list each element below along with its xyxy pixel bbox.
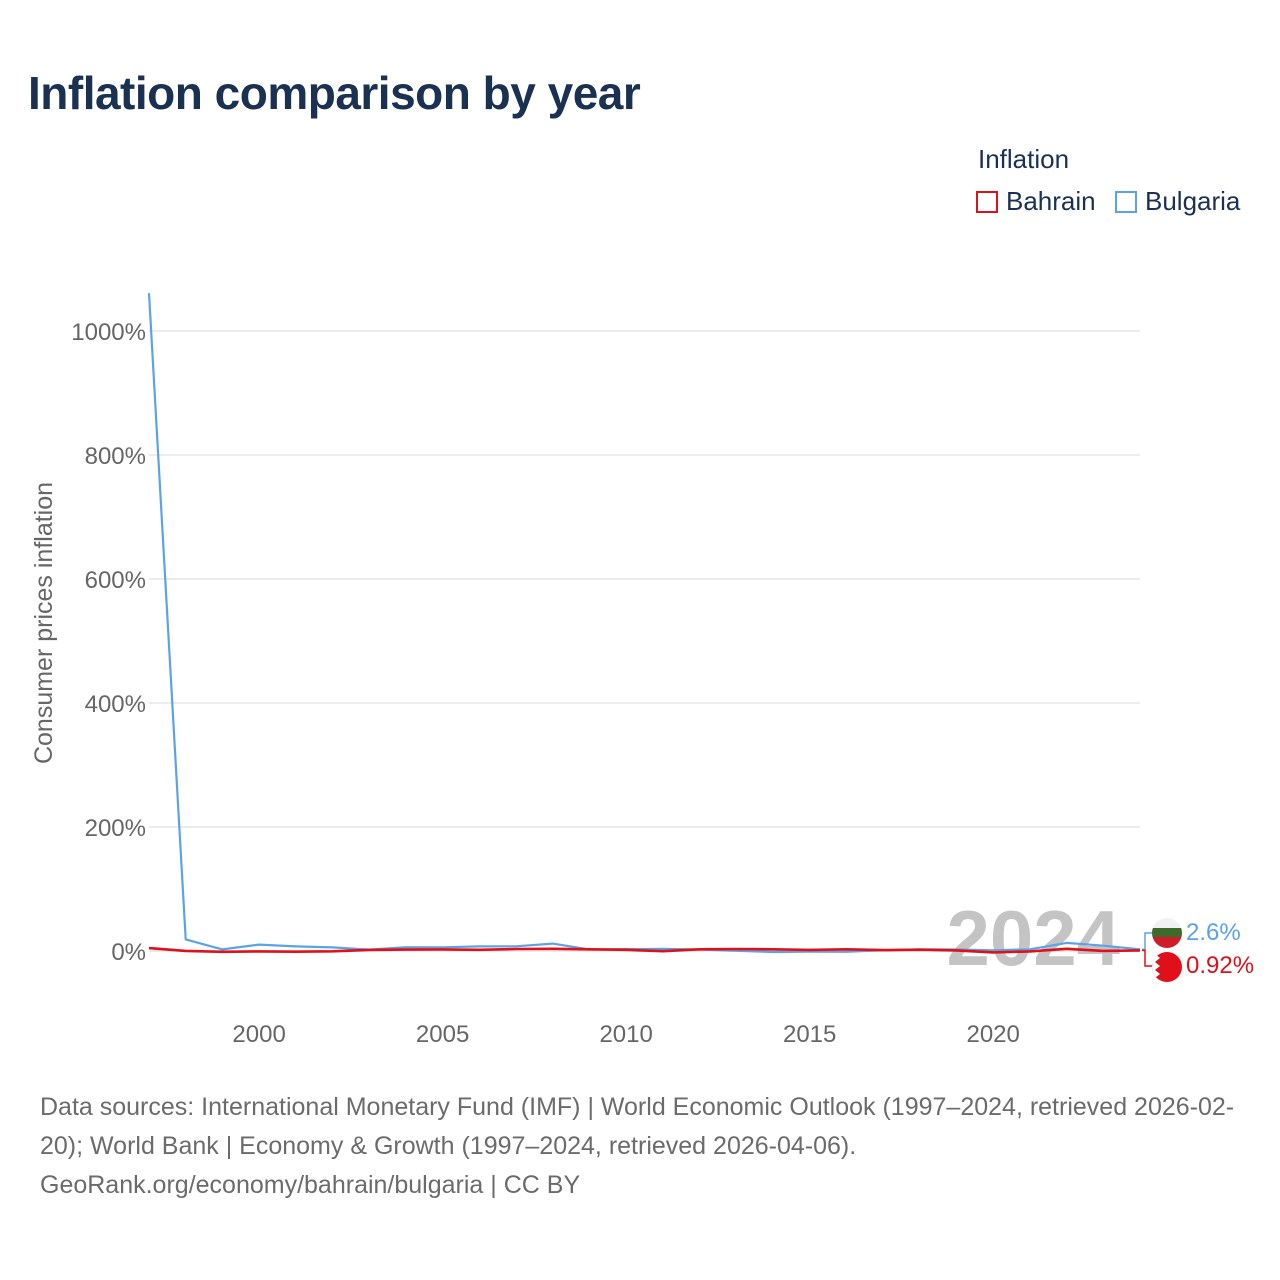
bulgaria-flag-icon — [1152, 918, 1182, 948]
legend-item-bulgaria[interactable]: Bulgaria — [1115, 186, 1240, 217]
x-tick-labels: 2000 2005 2010 2015 2020 — [232, 1021, 1019, 1048]
year-watermark: 2024 — [946, 894, 1120, 982]
x-tick-label: 2010 — [599, 1021, 652, 1048]
legend-label-bahrain: Bahrain — [1006, 186, 1096, 216]
bahrain-flag-icon — [1152, 952, 1182, 982]
series-lines — [147, 293, 1141, 954]
x-tick-label: 2015 — [783, 1021, 836, 1048]
legend-swatch-bahrain — [976, 190, 998, 213]
end-labels: 2.6% 0.92% — [1142, 918, 1254, 982]
grid-lines — [149, 330, 1140, 952]
legend-item-bahrain[interactable]: Bahrain — [976, 186, 1096, 217]
y-tick-label: 400% — [85, 691, 146, 718]
x-tick-label: 2000 — [232, 1021, 285, 1048]
x-tick-label: 2005 — [416, 1021, 469, 1048]
line-chart: 0% 200% 400% 600% 800% 1000% 2000 2005 2010 2015… — [30, 293, 1254, 1048]
legend-title: Inflation — [978, 144, 1070, 174]
data-sources-text: Data sources: International Monetary Fun… — [40, 1093, 1235, 1160]
series-line-bulgaria — [147, 293, 1141, 954]
y-tick-label: 600% — [85, 567, 146, 594]
y-tick-label: 800% — [85, 443, 146, 470]
connector-bahrain — [1142, 949, 1154, 967]
end-label-bulgaria: 2.6% — [1186, 919, 1241, 946]
y-axis-label: Consumer prices inflation — [30, 482, 58, 764]
series-line-bahrain — [148, 946, 1141, 954]
connector-bulgaria — [1142, 932, 1154, 951]
y-tick-label: 1000% — [71, 319, 146, 346]
legend-label-bulgaria: Bulgaria — [1145, 186, 1241, 216]
y-tick-label: 200% — [85, 815, 146, 842]
chart-title: Inflation comparison by year — [28, 67, 641, 119]
y-tick-label: 0% — [111, 939, 146, 966]
footer: Data sources: International Monetary Fun… — [40, 1088, 1245, 1205]
x-tick-label: 2020 — [966, 1021, 1019, 1048]
end-label-bahrain: 0.92% — [1186, 952, 1254, 979]
source-link[interactable]: GeoRank.org/economy/bahrain/bulgaria | C… — [40, 1171, 581, 1199]
y-tick-labels: 0% 200% 400% 600% 800% 1000% — [71, 319, 146, 966]
legend-swatch-bulgaria — [1115, 190, 1137, 213]
